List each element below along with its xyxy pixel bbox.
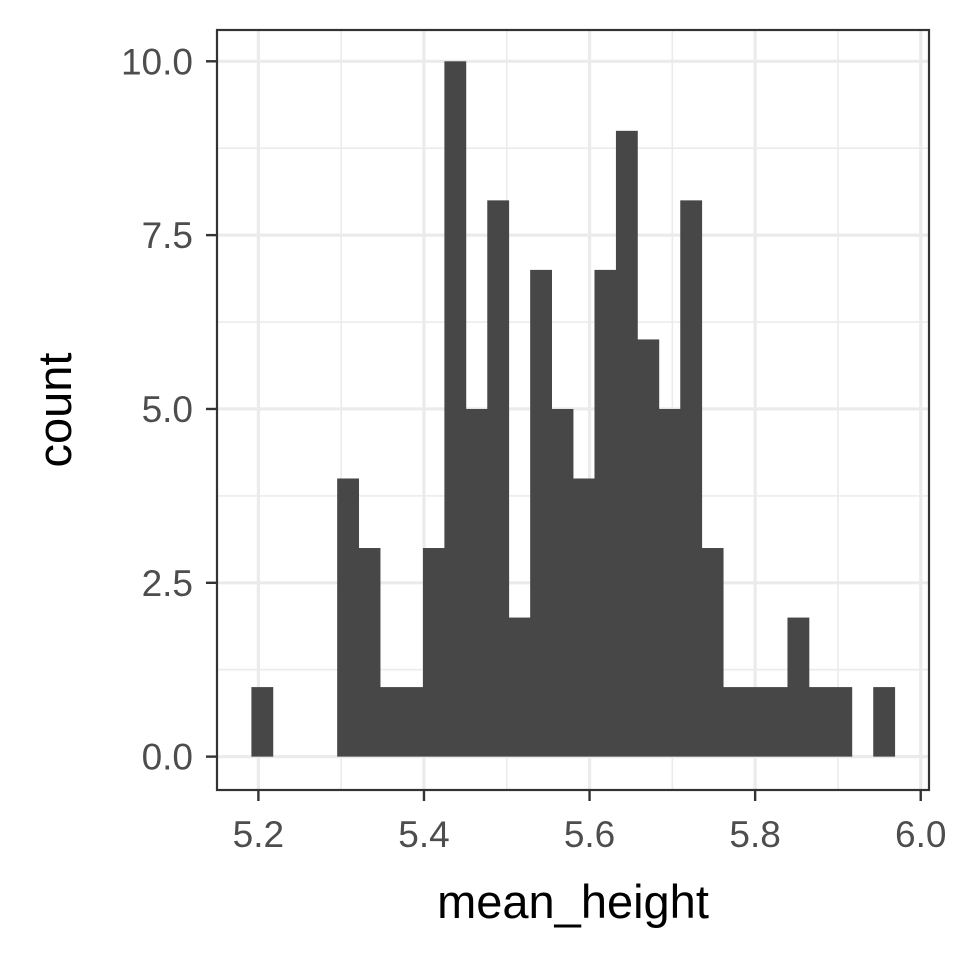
histogram-bar: [808, 687, 831, 757]
histogram-bar: [766, 687, 788, 757]
y-tick-label: 7.5: [142, 215, 193, 256]
histogram-bar: [551, 408, 574, 757]
histogram-bar: [615, 130, 638, 757]
histogram-bar: [444, 61, 467, 757]
y-tick-label: 0.0: [142, 737, 193, 778]
histogram-bar: [723, 687, 745, 757]
histogram-bar: [594, 269, 617, 757]
histogram-bar: [251, 687, 274, 757]
y-axis-title: count: [28, 353, 81, 468]
x-axis-title: mean_height: [437, 875, 709, 928]
histogram-bar: [658, 408, 681, 757]
histogram-bar: [637, 339, 660, 757]
histogram-bar: [787, 617, 810, 757]
x-tick-label: 5.2: [233, 814, 284, 855]
histogram-bar: [573, 478, 595, 757]
histogram-bar: [337, 478, 360, 757]
histogram-bar: [465, 408, 488, 757]
y-tick-label: 2.5: [142, 563, 193, 604]
histogram-bar: [680, 200, 703, 757]
histogram-bar: [358, 548, 381, 757]
y-tick-label: 10.0: [121, 41, 193, 82]
histogram-bar: [508, 617, 531, 757]
histogram-bar: [701, 548, 724, 757]
axes: 5.2 5.4 5.6 5.8 6.0 0.0 2.5 5.0 7.5 10.0: [121, 41, 946, 855]
x-tick-label: 5.8: [729, 814, 780, 855]
histogram-bars: [251, 61, 896, 757]
histogram-bar: [530, 269, 552, 757]
x-tick-label: 5.6: [564, 814, 615, 855]
histogram-bar: [830, 687, 853, 757]
histogram-bar: [380, 687, 402, 757]
x-tick-label: 5.4: [398, 814, 449, 855]
histogram-bar: [873, 687, 896, 757]
histogram-bar: [422, 548, 445, 757]
x-tick-label: 6.0: [895, 814, 946, 855]
y-tick-label: 5.0: [142, 389, 193, 430]
histogram-bar: [744, 687, 767, 757]
histogram-bar: [487, 200, 510, 757]
histogram-bar: [401, 687, 424, 757]
